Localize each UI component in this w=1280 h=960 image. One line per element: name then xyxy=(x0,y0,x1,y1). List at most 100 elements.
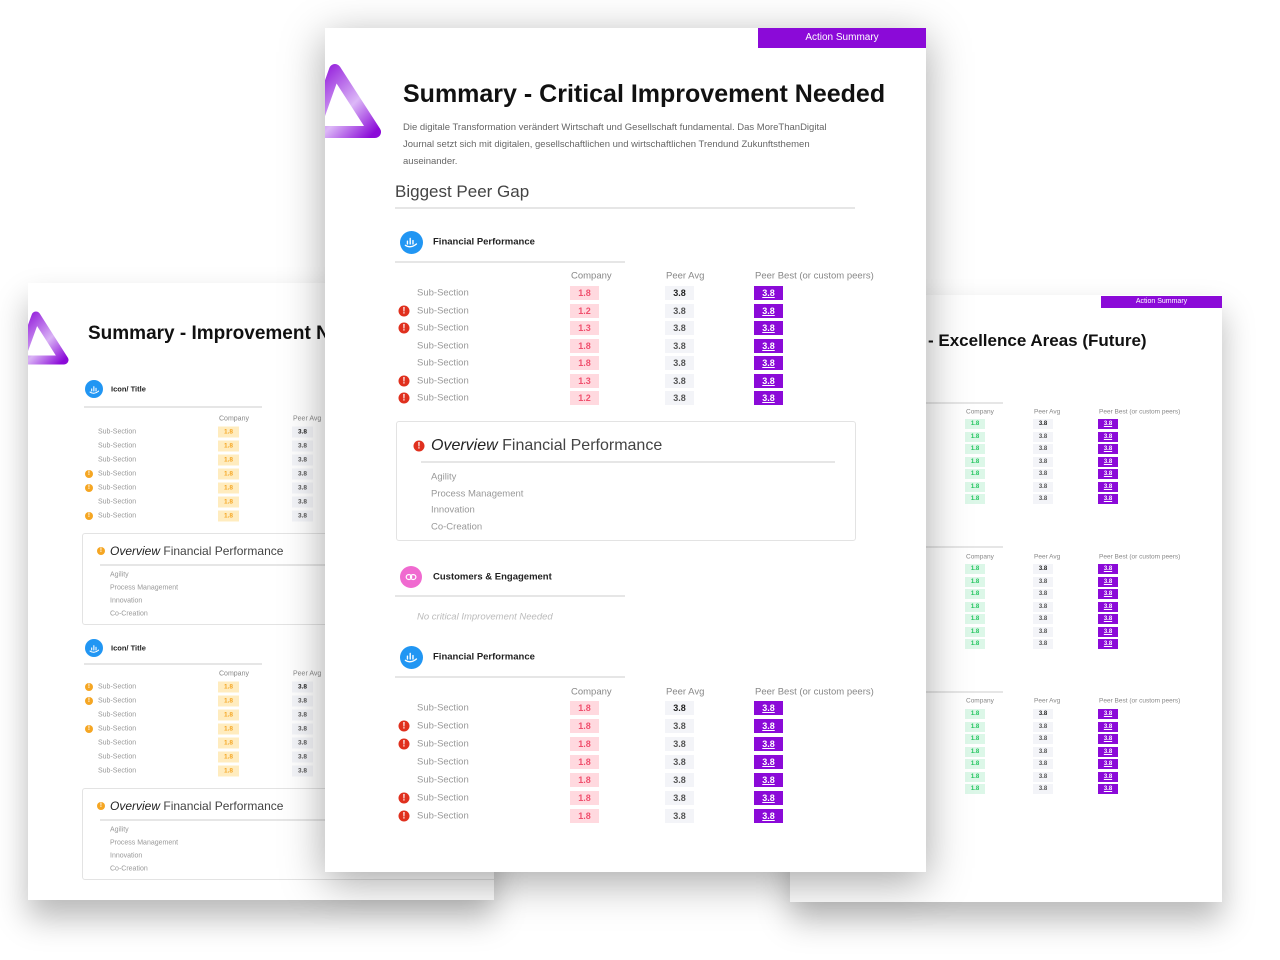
company-score: 1.8 xyxy=(965,419,985,429)
chart-hand-icon xyxy=(399,645,423,669)
peer-avg-score: 3.8 xyxy=(1033,564,1053,574)
warning-icon: ! xyxy=(85,683,93,691)
warning-icon: ! xyxy=(398,810,410,822)
company-score: 1.8 xyxy=(965,481,985,492)
company-score: 1.8 xyxy=(570,338,599,353)
main-report-page: Action Summary Summary - Critical Improv… xyxy=(325,28,926,872)
peer-best-score: 3.8 xyxy=(1098,431,1118,442)
overview-item: Innovation xyxy=(431,504,475,516)
company-score: 1.8 xyxy=(570,701,599,715)
column-header: Peer Avg xyxy=(1034,697,1061,705)
divider xyxy=(100,819,483,821)
peer-best-score: 3.8 xyxy=(754,286,783,300)
column-header: Peer Avg xyxy=(293,670,322,678)
peer-avg-score: 3.8 xyxy=(1033,759,1053,769)
peer-avg-score: 3.8 xyxy=(292,681,313,693)
peer-avg-score: 3.8 xyxy=(665,338,694,353)
peer-avg-score: 3.8 xyxy=(665,701,694,715)
peer-best-score: 3.8 xyxy=(1098,626,1118,637)
overview-item: Innovation xyxy=(110,597,143,605)
company-score: 1.8 xyxy=(965,746,985,757)
overview-title-text: Financial Performance xyxy=(163,544,284,558)
row-label: Sub-Section xyxy=(417,322,469,334)
peer-best-score: 3.8 xyxy=(754,701,783,715)
company-score: 1.8 xyxy=(570,356,599,370)
company-score: 1.8 xyxy=(570,737,599,751)
company-score: 1.8 xyxy=(965,759,985,769)
row-label: Sub-Section xyxy=(417,702,469,714)
row-label: Sub-Section xyxy=(417,392,469,404)
peer-avg-score: 3.8 xyxy=(1033,746,1053,757)
peer-best-score: 3.8 xyxy=(754,773,783,787)
peer-avg-score: 3.8 xyxy=(292,426,313,438)
page-title: - Excellence Areas (Future) xyxy=(928,331,1147,350)
company-score: 1.8 xyxy=(965,576,985,587)
peer-avg-score: 3.8 xyxy=(292,510,313,522)
peer-best-score: 3.8 xyxy=(754,373,783,388)
company-score: 1.8 xyxy=(965,431,985,442)
peer-best-score: 3.8 xyxy=(1098,759,1118,769)
company-score: 1.8 xyxy=(218,723,239,735)
peer-avg-score: 3.8 xyxy=(292,695,313,707)
column-header: Peer Avg xyxy=(1034,408,1061,416)
warning-icon: ! xyxy=(85,484,93,492)
row-label: Sub-Section xyxy=(417,305,469,316)
peer-avg-score: 3.8 xyxy=(665,356,694,370)
peer-avg-score: 3.8 xyxy=(1033,626,1053,637)
company-score: 1.8 xyxy=(218,440,239,452)
row-label: Sub-Section xyxy=(98,428,137,436)
page-title: Summary - Critical Improvement Needed xyxy=(403,80,886,108)
row-label: Sub-Section xyxy=(417,756,469,768)
peer-best-score: 3.8 xyxy=(754,338,783,353)
peer-avg-score: 3.8 xyxy=(1033,469,1053,479)
peer-avg-score: 3.8 xyxy=(665,737,694,751)
peer-avg-score: 3.8 xyxy=(292,440,313,452)
peer-avg-score: 3.8 xyxy=(292,751,313,763)
peer-avg-score: 3.8 xyxy=(1033,721,1053,732)
row-label: Sub-Section xyxy=(98,725,137,733)
company-score: 1.8 xyxy=(965,589,985,599)
company-score: 1.8 xyxy=(218,751,239,763)
company-score: 1.8 xyxy=(218,709,239,721)
row-label: Sub-Section xyxy=(98,498,137,506)
peer-avg-score: 3.8 xyxy=(292,709,313,721)
warning-icon: ! xyxy=(97,802,105,810)
overview-item: Innovation xyxy=(110,852,143,860)
peer-avg-score: 3.8 xyxy=(1033,456,1053,467)
peer-avg-score: 3.8 xyxy=(292,737,313,749)
column-header: Company xyxy=(219,670,249,678)
overview-item: Process Management xyxy=(431,488,524,499)
company-score: 1.8 xyxy=(570,773,599,787)
overview-item: Process Management xyxy=(110,584,179,592)
company-score: 1.8 xyxy=(965,456,985,467)
column-header: Peer Avg xyxy=(666,686,705,698)
row-label: Sub-Section xyxy=(417,357,469,369)
column-header: Company xyxy=(966,553,994,561)
section-heading: Biggest Peer Gap xyxy=(395,182,530,201)
overview-item: Process Management xyxy=(110,839,179,847)
section-title: Icon/ Title xyxy=(111,643,146,653)
warning-icon: ! xyxy=(85,697,93,705)
peer-best-score: 3.8 xyxy=(754,719,783,733)
brand-logo-icon xyxy=(28,311,69,365)
warning-icon: ! xyxy=(398,375,410,386)
peer-best-score: 3.8 xyxy=(754,391,783,405)
section-title: Financial Performance xyxy=(433,236,535,248)
peer-avg-score: 3.8 xyxy=(665,755,694,769)
company-score: 1.8 xyxy=(965,784,985,794)
peer-best-score: 3.8 xyxy=(1098,709,1118,719)
peer-avg-score: 3.8 xyxy=(292,765,313,777)
company-score: 1.8 xyxy=(218,426,239,438)
overview-item: Agility xyxy=(110,571,129,579)
divider xyxy=(395,261,625,263)
peer-avg-score: 3.8 xyxy=(665,373,694,388)
company-score: 1.8 xyxy=(965,771,985,782)
peer-best-score: 3.8 xyxy=(1098,589,1118,599)
company-score: 1.8 xyxy=(965,709,985,719)
row-label: Sub-Section xyxy=(98,456,137,464)
peer-avg-score: 3.8 xyxy=(292,482,313,494)
company-score: 1.8 xyxy=(965,734,985,744)
row-label: Sub-Section xyxy=(417,810,469,822)
peer-avg-score: 3.8 xyxy=(1033,576,1053,587)
peer-avg-score: 3.8 xyxy=(1033,431,1053,442)
